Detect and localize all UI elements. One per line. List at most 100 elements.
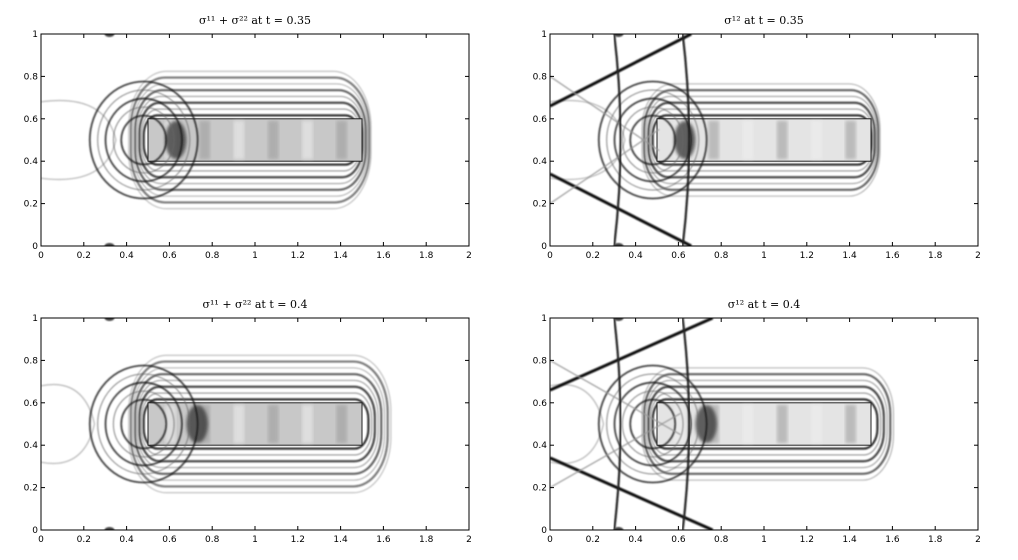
inclusion-shade [267, 404, 279, 444]
curved-front [613, 318, 622, 530]
curved-front [613, 34, 622, 246]
x-tick-label: 1 [761, 535, 767, 545]
wave-band [129, 360, 389, 488]
panel-1: 0 0.2 0.4 0.6 0.8 1 1.2 1.4 1.6 1.8 2 0 0.2 0.4 0.6 0.8… [24, 14, 472, 261]
y-tick-label: 0.6 [24, 399, 39, 409]
y-tick-label: 0.6 [533, 115, 548, 125]
y-tick-label: 0 [32, 526, 38, 536]
circular-front [613, 97, 692, 183]
edge-spot [104, 34, 115, 37]
wave-band [651, 398, 879, 450]
wave-band [138, 385, 376, 463]
y-tick-label: 1 [541, 30, 547, 40]
x-tick-label: 1.2 [800, 535, 814, 545]
shear-front [550, 359, 681, 436]
x-tick-label: 2 [466, 251, 472, 261]
x-tick-label: 2 [975, 251, 981, 261]
x-tick-label: 1 [252, 251, 258, 261]
circular-front [88, 364, 199, 484]
shear-front [550, 412, 681, 489]
edge-spot [104, 243, 115, 246]
circular-front [621, 390, 684, 458]
y-tick-label: 0.8 [24, 72, 39, 82]
wave-band [132, 367, 386, 481]
front-blob [165, 120, 187, 160]
wave-band [142, 398, 370, 450]
y-tick-label: 0.2 [533, 484, 547, 494]
y-tick-label: 0 [541, 526, 547, 536]
x-tick-label: 1.4 [842, 535, 857, 545]
wave-band [134, 373, 383, 475]
x-tick-label: 1.2 [291, 251, 305, 261]
circular-front [104, 381, 183, 467]
circular-front [597, 364, 708, 484]
x-tick-label: 0.2 [77, 535, 91, 545]
wave-band [134, 89, 367, 191]
y-tick-label: 0.6 [24, 115, 39, 125]
x-tick-label: 0.8 [714, 535, 729, 545]
inclusion-shade [674, 404, 685, 444]
shear-front [550, 318, 714, 392]
x-tick-label: 0 [547, 251, 553, 261]
inclusion-shade [742, 120, 754, 160]
wave-band [650, 108, 874, 172]
x-tick-label: 1.8 [928, 535, 943, 545]
stress-field [550, 318, 895, 530]
x-tick-label: 1 [252, 535, 258, 545]
stress-field [41, 318, 392, 530]
inclusion [147, 402, 363, 446]
wave-band [647, 385, 885, 463]
y-tick-label: 0.6 [533, 399, 548, 409]
wave-band [645, 95, 878, 185]
circular-front [112, 106, 175, 174]
inclusion-shade [742, 404, 754, 444]
stress-field [550, 34, 881, 246]
panel-title: σ¹² at t = 0.4 [728, 298, 800, 311]
y-tick-label: 0.4 [24, 157, 39, 167]
edge-spot [104, 318, 115, 321]
circular-front [606, 89, 700, 191]
inclusion [656, 402, 872, 446]
x-tick-label: 1.2 [800, 251, 814, 261]
shear-front [550, 34, 692, 108]
shear-front [550, 75, 660, 152]
x-tick-label: 0 [38, 535, 44, 545]
circular-front [597, 80, 708, 200]
inclusion-shade [165, 404, 176, 444]
y-tick-label: 0.4 [24, 441, 39, 451]
x-tick-label: 0 [38, 251, 44, 261]
x-tick-label: 1.8 [928, 251, 943, 261]
inclusion-shade [811, 404, 822, 444]
inclusion-shade [267, 120, 279, 160]
x-tick-label: 0.4 [119, 535, 134, 545]
inclusion-shade [845, 120, 857, 160]
x-tick-label: 0.6 [162, 535, 177, 545]
wave-band [128, 70, 372, 210]
wave-band [641, 367, 895, 481]
inclusion-shade [233, 404, 245, 444]
x-tick-label: 0.8 [205, 251, 220, 261]
x-tick-label: 2 [466, 535, 472, 545]
wave-band [136, 379, 379, 469]
y-tick-label: 0.8 [533, 356, 548, 366]
y-tick-label: 0.4 [533, 441, 548, 451]
inclusion-shade [302, 404, 313, 444]
x-tick-label: 1.6 [885, 251, 900, 261]
y-tick-label: 0.2 [24, 484, 38, 494]
x-tick-label: 0.2 [77, 251, 91, 261]
edge-spot [613, 318, 624, 321]
circular-front [112, 390, 175, 458]
inclusion-shade [811, 120, 822, 160]
y-tick-label: 0 [541, 242, 547, 252]
x-tick-label: 2 [975, 535, 981, 545]
x-tick-label: 0 [547, 535, 553, 545]
y-tick-label: 1 [32, 314, 38, 324]
x-tick-label: 0.4 [119, 251, 134, 261]
x-tick-label: 1.6 [376, 535, 391, 545]
x-tick-label: 0.6 [162, 251, 177, 261]
edge-spot [613, 34, 624, 37]
inclusion-shade [776, 404, 788, 444]
y-tick-label: 1 [541, 314, 547, 324]
x-tick-label: 1.8 [419, 535, 434, 545]
